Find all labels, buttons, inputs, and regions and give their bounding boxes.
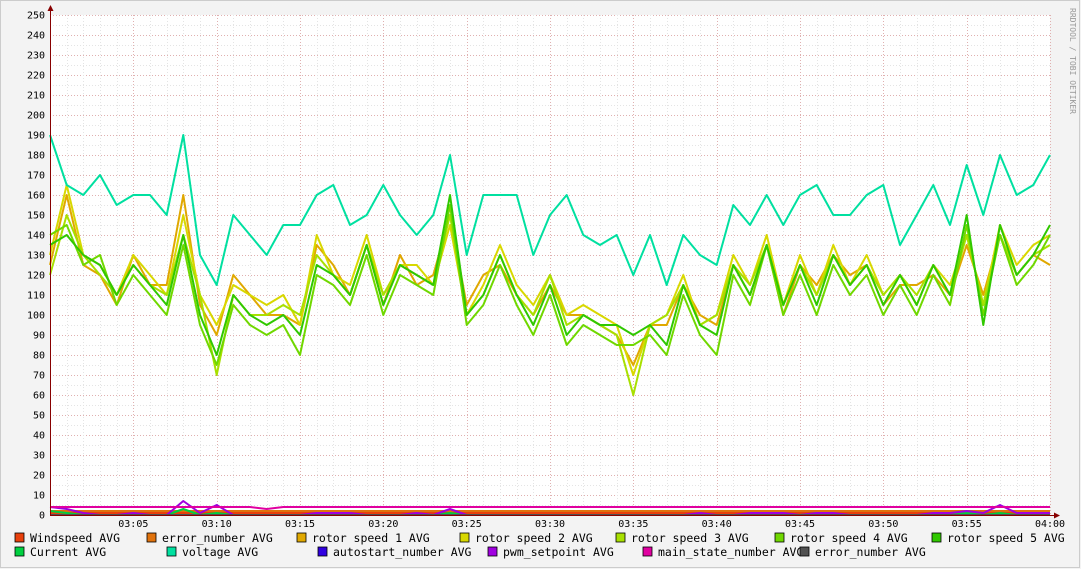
y-tick-label: 110 xyxy=(27,291,45,302)
legend-label: rotor speed 1 AVG xyxy=(312,531,430,545)
y-tick-label: 130 xyxy=(27,251,45,262)
legend-label: error_number AVG xyxy=(162,531,273,545)
legend-label: rotor speed 4 AVG xyxy=(790,531,908,545)
y-tick-label: 80 xyxy=(33,351,45,362)
x-tick-label: 03:10 xyxy=(202,519,232,530)
y-tick-label: 30 xyxy=(33,451,45,462)
legend-swatch xyxy=(459,532,470,543)
y-tick-label: 250 xyxy=(27,11,45,22)
y-tick-label: 240 xyxy=(27,31,45,42)
y-tick-label: 210 xyxy=(27,91,45,102)
legend-swatch xyxy=(799,546,810,557)
y-tick-label: 90 xyxy=(33,331,45,342)
series-line-6 xyxy=(49,194,1051,356)
y-tick-label: 10 xyxy=(33,491,45,502)
x-tick-label: 03:55 xyxy=(952,519,982,530)
series-line-5 xyxy=(49,204,1051,366)
legend-swatch xyxy=(774,532,785,543)
legend-label: rotor speed 2 AVG xyxy=(475,531,593,545)
y-tick-label: 120 xyxy=(27,271,45,282)
x-tick-label: 03:35 xyxy=(618,519,648,530)
legend-label: Windspeed AVG xyxy=(30,531,120,545)
y-tick-label: 140 xyxy=(27,231,45,242)
legend-swatch xyxy=(14,546,25,557)
y-tick-label: 70 xyxy=(33,371,45,382)
x-tick-label: 03:25 xyxy=(452,519,482,530)
x-tick-label: 03:05 xyxy=(118,519,148,530)
legend-label: rotor speed 5 AVG xyxy=(947,531,1065,545)
x-tick-label: 03:15 xyxy=(285,519,315,530)
x-tick-label: 03:40 xyxy=(702,519,732,530)
legend-swatch xyxy=(931,532,942,543)
y-tick-label: 50 xyxy=(33,411,45,422)
legend-swatch xyxy=(317,546,328,557)
x-tick-label: 04:00 xyxy=(1035,519,1065,530)
y-tick-label: 200 xyxy=(27,111,45,122)
legend-swatch xyxy=(487,546,498,557)
y-tick-label: 40 xyxy=(33,431,45,442)
y-tick-label: 20 xyxy=(33,471,45,482)
legend-swatch xyxy=(166,546,177,557)
x-axis-arrow xyxy=(1054,512,1060,519)
legend-label: main_state_number AVG xyxy=(658,545,803,559)
x-tick-label: 03:30 xyxy=(535,519,565,530)
y-tick-label: 0 xyxy=(39,511,45,522)
y-tick-label: 170 xyxy=(27,171,45,182)
y-tick-label: 190 xyxy=(27,131,45,142)
y-tick-label: 220 xyxy=(27,71,45,82)
legend-label: voltage AVG xyxy=(182,545,258,559)
legend-label: rotor speed 3 AVG xyxy=(631,531,749,545)
y-tick-label: 60 xyxy=(33,391,45,402)
y-tick-label: 160 xyxy=(27,191,45,202)
legend-label: autostart_number AVG xyxy=(333,545,472,559)
legend-swatch xyxy=(146,532,157,543)
legend-swatch xyxy=(615,532,626,543)
watermark: RRDTOOL / TOBI OETIKER xyxy=(1068,8,1077,114)
legend-label: Current AVG xyxy=(30,545,106,559)
y-tick-label: 230 xyxy=(27,51,45,62)
legend-swatch xyxy=(642,546,653,557)
y-axis-arrow xyxy=(47,5,54,11)
y-tick-label: 150 xyxy=(27,211,45,222)
x-tick-label: 03:20 xyxy=(368,519,398,530)
x-tick-label: 03:45 xyxy=(785,519,815,530)
series-line-4 xyxy=(49,214,1051,396)
y-tick-label: 100 xyxy=(27,311,45,322)
legend-swatch xyxy=(296,532,307,543)
y-tick-label: 180 xyxy=(27,151,45,162)
series-line-11 xyxy=(50,506,1050,510)
legend-label: pwm_setpoint AVG xyxy=(503,545,614,559)
x-tick-label: 03:50 xyxy=(868,519,898,530)
series-line-8 xyxy=(49,134,1051,286)
legend-swatch xyxy=(14,532,25,543)
legend-label: error_number AVG xyxy=(815,545,926,559)
